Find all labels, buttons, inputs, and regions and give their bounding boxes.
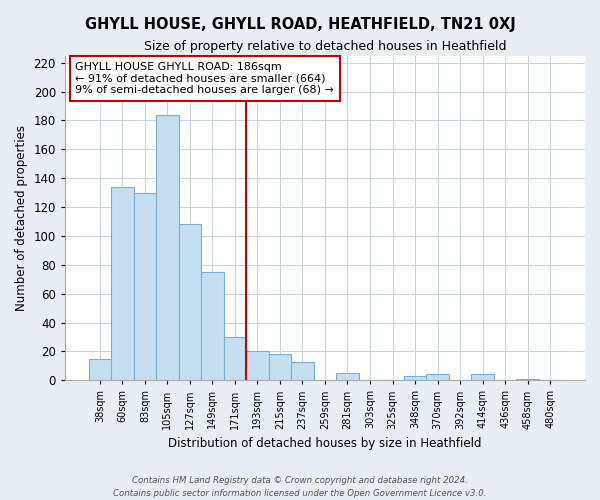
Bar <box>291 362 314 380</box>
Bar <box>404 376 426 380</box>
Bar <box>472 374 494 380</box>
Bar <box>134 192 156 380</box>
Title: Size of property relative to detached houses in Heathfield: Size of property relative to detached ho… <box>144 40 506 53</box>
Bar <box>201 272 224 380</box>
Bar <box>426 374 449 380</box>
Bar <box>269 354 291 380</box>
Y-axis label: Number of detached properties: Number of detached properties <box>15 125 28 311</box>
Bar <box>156 114 179 380</box>
Bar <box>89 358 111 380</box>
Bar <box>111 187 134 380</box>
Text: Contains HM Land Registry data © Crown copyright and database right 2024.
Contai: Contains HM Land Registry data © Crown c… <box>113 476 487 498</box>
X-axis label: Distribution of detached houses by size in Heathfield: Distribution of detached houses by size … <box>168 437 482 450</box>
Text: GHYLL HOUSE GHYLL ROAD: 186sqm
← 91% of detached houses are smaller (664)
9% of : GHYLL HOUSE GHYLL ROAD: 186sqm ← 91% of … <box>76 62 334 95</box>
Text: GHYLL HOUSE, GHYLL ROAD, HEATHFIELD, TN21 0XJ: GHYLL HOUSE, GHYLL ROAD, HEATHFIELD, TN2… <box>85 18 515 32</box>
Bar <box>517 379 539 380</box>
Bar <box>179 224 201 380</box>
Bar <box>224 337 246 380</box>
Bar <box>246 352 269 380</box>
Bar <box>336 373 359 380</box>
